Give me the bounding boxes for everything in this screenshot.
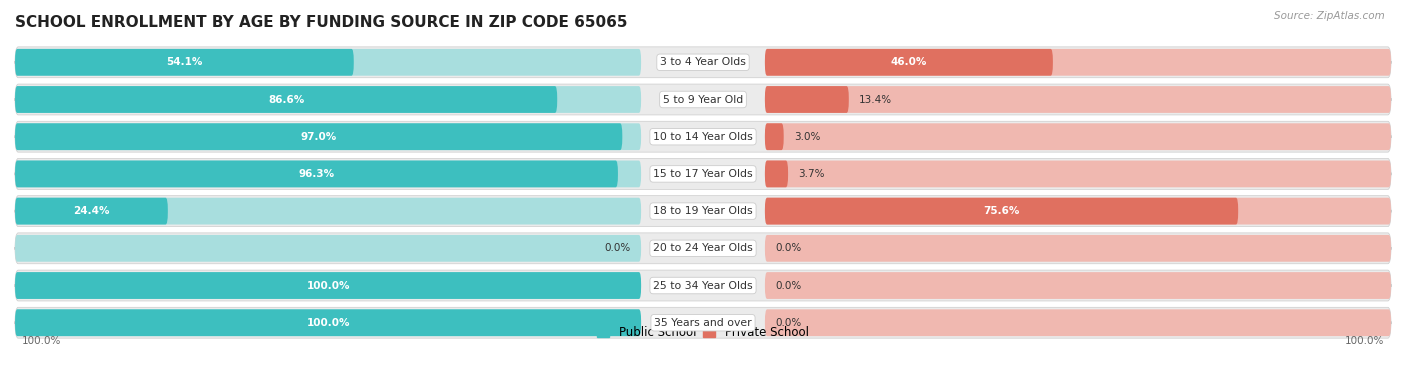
Text: 75.6%: 75.6% (983, 206, 1019, 216)
FancyBboxPatch shape (15, 196, 1391, 227)
FancyBboxPatch shape (765, 198, 1239, 225)
FancyBboxPatch shape (15, 121, 1391, 152)
Text: 18 to 19 Year Olds: 18 to 19 Year Olds (654, 206, 752, 216)
Text: 24.4%: 24.4% (73, 206, 110, 216)
Text: 86.6%: 86.6% (269, 95, 304, 104)
FancyBboxPatch shape (15, 161, 617, 187)
Text: SCHOOL ENROLLMENT BY AGE BY FUNDING SOURCE IN ZIP CODE 65065: SCHOOL ENROLLMENT BY AGE BY FUNDING SOUR… (15, 15, 627, 30)
Text: 3.0%: 3.0% (794, 132, 820, 142)
FancyBboxPatch shape (15, 270, 1391, 301)
FancyBboxPatch shape (15, 123, 641, 150)
FancyBboxPatch shape (15, 198, 167, 225)
FancyBboxPatch shape (15, 86, 641, 113)
Text: 100.0%: 100.0% (307, 318, 350, 328)
Text: 13.4%: 13.4% (859, 95, 893, 104)
Text: 0.0%: 0.0% (775, 280, 801, 291)
FancyBboxPatch shape (15, 235, 641, 262)
Text: 0.0%: 0.0% (775, 243, 801, 253)
FancyBboxPatch shape (15, 272, 641, 299)
Text: Source: ZipAtlas.com: Source: ZipAtlas.com (1274, 11, 1385, 21)
Text: 35 Years and over: 35 Years and over (654, 318, 752, 328)
Text: 100.0%: 100.0% (307, 280, 350, 291)
FancyBboxPatch shape (765, 123, 1391, 150)
Text: 54.1%: 54.1% (166, 57, 202, 67)
Text: 5 to 9 Year Old: 5 to 9 Year Old (662, 95, 744, 104)
Text: 97.0%: 97.0% (301, 132, 337, 142)
Text: 15 to 17 Year Olds: 15 to 17 Year Olds (654, 169, 752, 179)
Text: 0.0%: 0.0% (605, 243, 631, 253)
FancyBboxPatch shape (765, 161, 1391, 187)
Text: 25 to 34 Year Olds: 25 to 34 Year Olds (654, 280, 752, 291)
FancyBboxPatch shape (765, 49, 1391, 76)
FancyBboxPatch shape (765, 49, 1053, 76)
Text: 10 to 14 Year Olds: 10 to 14 Year Olds (654, 132, 752, 142)
Text: 100.0%: 100.0% (22, 336, 62, 346)
FancyBboxPatch shape (765, 123, 783, 150)
Text: 96.3%: 96.3% (298, 169, 335, 179)
FancyBboxPatch shape (15, 47, 1391, 78)
FancyBboxPatch shape (15, 310, 641, 336)
FancyBboxPatch shape (15, 307, 1391, 338)
FancyBboxPatch shape (765, 272, 1391, 299)
FancyBboxPatch shape (765, 86, 849, 113)
FancyBboxPatch shape (15, 86, 557, 113)
Text: 3 to 4 Year Olds: 3 to 4 Year Olds (659, 57, 747, 67)
FancyBboxPatch shape (15, 84, 1391, 115)
FancyBboxPatch shape (15, 158, 1391, 189)
Text: 20 to 24 Year Olds: 20 to 24 Year Olds (654, 243, 752, 253)
FancyBboxPatch shape (15, 310, 641, 336)
FancyBboxPatch shape (15, 49, 354, 76)
FancyBboxPatch shape (765, 235, 1391, 262)
Text: 100.0%: 100.0% (1344, 336, 1384, 346)
FancyBboxPatch shape (765, 310, 1391, 336)
FancyBboxPatch shape (15, 123, 623, 150)
FancyBboxPatch shape (15, 233, 1391, 264)
FancyBboxPatch shape (15, 272, 641, 299)
FancyBboxPatch shape (15, 161, 641, 187)
Legend: Public School, Private School: Public School, Private School (593, 322, 813, 344)
Text: 46.0%: 46.0% (891, 57, 927, 67)
Text: 0.0%: 0.0% (775, 318, 801, 328)
FancyBboxPatch shape (765, 161, 789, 187)
FancyBboxPatch shape (765, 86, 1391, 113)
FancyBboxPatch shape (15, 198, 641, 225)
FancyBboxPatch shape (765, 198, 1391, 225)
FancyBboxPatch shape (15, 49, 641, 76)
Text: 3.7%: 3.7% (799, 169, 825, 179)
